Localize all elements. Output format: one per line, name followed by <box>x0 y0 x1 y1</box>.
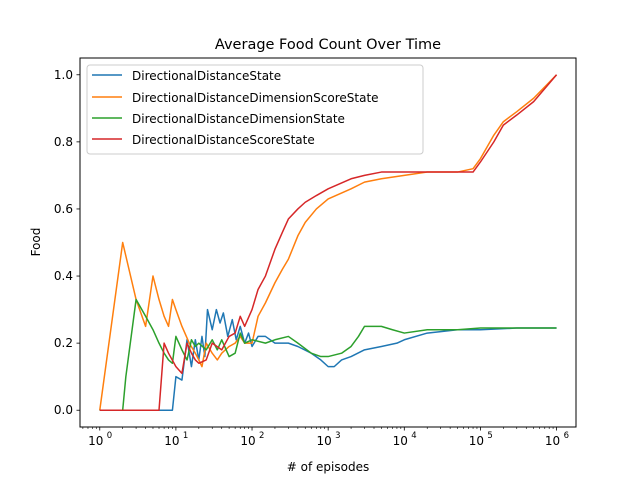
x-axis-label: # of episodes <box>287 460 369 474</box>
legend-label-0: DirectionalDistanceState <box>132 69 281 83</box>
y-tick-label-0: 0.0 <box>54 403 73 417</box>
plot-area <box>79 57 577 428</box>
series-layer <box>99 74 558 411</box>
y-tick-label-5: 1.0 <box>54 68 73 82</box>
x-tick-exponent-2: 2 <box>259 431 264 441</box>
x-tick-exponent-4: 4 <box>411 431 416 441</box>
chart-title: Average Food Count Over Time <box>215 37 441 53</box>
legend-label-2: DirectionalDistanceDimensionState <box>132 112 345 126</box>
legend-box <box>86 64 424 155</box>
legend-label-3: DirectionalDistanceScoreState <box>132 133 315 147</box>
x-tick-exponent-1: 1 <box>183 431 188 441</box>
y-axis-label: Food <box>29 228 43 257</box>
x-tick-label-5: 10 <box>469 434 484 448</box>
series-line-3 <box>99 74 558 411</box>
x-tick-label-3: 10 <box>317 434 332 448</box>
x-tick-exponent-6: 6 <box>564 431 569 441</box>
series-line-2 <box>99 298 557 411</box>
y-tick-label-4: 0.8 <box>54 135 73 149</box>
x-tick-label-4: 10 <box>393 434 408 448</box>
x-tick-exponent-0: 0 <box>107 431 112 441</box>
x-tick-label-1: 10 <box>164 434 179 448</box>
legend: DirectionalDistanceState DirectionalDist… <box>86 64 424 155</box>
y-tick-label-1: 0.2 <box>54 336 73 350</box>
y-axis: 0.0 0.2 0.4 0.6 0.8 1.0 <box>54 68 80 417</box>
y-tick-label-2: 0.4 <box>54 269 73 283</box>
x-tick-label-0: 10 <box>88 434 103 448</box>
legend-label-1: DirectionalDistanceDimensionScoreState <box>132 91 379 105</box>
x-tick-label-6: 10 <box>545 434 560 448</box>
y-tick-label-3: 0.6 <box>54 202 73 216</box>
x-axis: 10 0 10 1 10 2 10 3 10 4 10 5 10 6 <box>82 427 569 448</box>
x-tick-label-2: 10 <box>240 434 255 448</box>
x-tick-exponent-5: 5 <box>487 431 492 441</box>
x-tick-exponent-3: 3 <box>335 431 340 441</box>
